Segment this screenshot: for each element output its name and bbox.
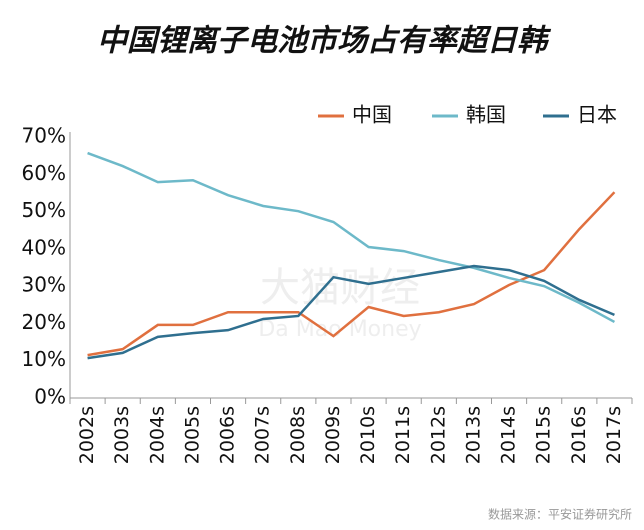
watermark: 大猫财经 [260, 265, 420, 311]
y-tick-label: 60% [22, 161, 66, 185]
x-tick-label: 2014s [498, 406, 520, 464]
x-tick-label: 2015s [533, 406, 555, 464]
x-tick-label: 2008s [287, 406, 309, 464]
legend-label: 日本 [577, 103, 617, 127]
y-tick-label: 30% [22, 273, 66, 297]
x-tick-label: 2009s [322, 406, 344, 464]
line [87, 264, 615, 360]
y-tick-label: 40% [22, 235, 66, 259]
x-tick-label: 2013s [462, 406, 484, 464]
x-tick-label: 2007s [252, 406, 274, 464]
line [87, 191, 616, 357]
x-tick-label: 2016s [568, 406, 590, 464]
y-tick-label: 70% [22, 124, 66, 148]
y-tick-label: 20% [22, 310, 66, 334]
chart-title: 中国锂离子电池市场占有率超日韩 [97, 24, 552, 59]
y-tick-label: 50% [22, 198, 66, 222]
legend-label: 韩国 [466, 103, 506, 127]
x-tick-label: 2011s [392, 406, 414, 464]
x-tick-label: 2017s [603, 406, 625, 464]
line [87, 151, 616, 324]
x-tick-label: 2012s [427, 406, 449, 464]
legend-label: 中国 [352, 103, 392, 127]
x-tick-label: 2002s [76, 406, 98, 464]
y-tick-label: 10% [22, 347, 66, 371]
source: 数据来源：平安证券研究所 [488, 507, 632, 522]
x-tick-label: 2010s [357, 406, 379, 464]
x-tick-label: 2005s [181, 406, 203, 464]
x-tick-label: 2004s [146, 406, 168, 464]
x-tick-label: 2003s [111, 406, 133, 464]
x-tick-label: 2006s [217, 406, 239, 464]
y-tick-label: 0% [34, 385, 66, 409]
